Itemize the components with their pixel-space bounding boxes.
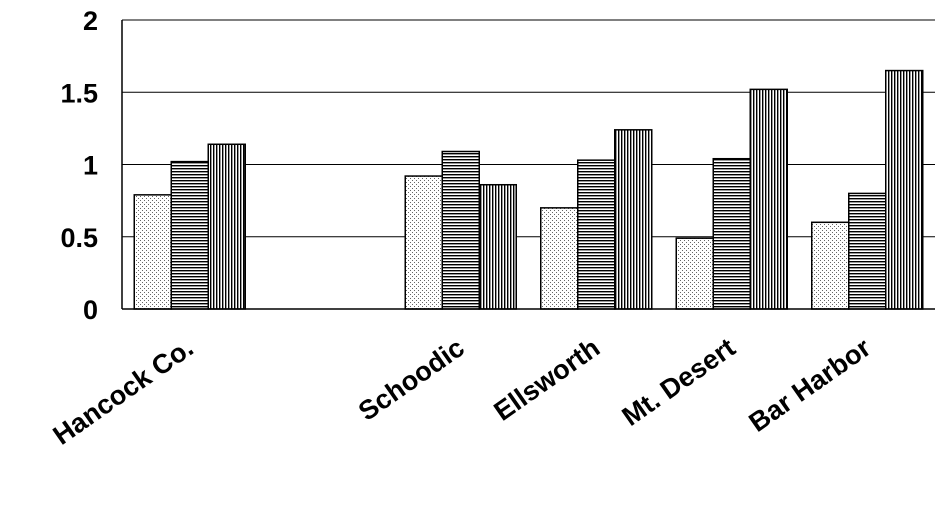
x-category-label: Hancock Co. <box>48 332 199 450</box>
y-tick-label: 0 <box>83 295 98 325</box>
y-tick-label: 0.5 <box>60 223 98 253</box>
x-category-label: Schoodic <box>353 332 470 426</box>
bar <box>577 159 616 310</box>
x-category-label: Ellsworth <box>488 332 605 426</box>
bar <box>404 175 443 310</box>
y-tick-labels: 0 0.5 1 1.5 2 <box>60 6 98 325</box>
y-tick-label: 2 <box>83 6 98 36</box>
x-category-label: Mt. Desert <box>617 332 741 431</box>
bar <box>712 157 751 310</box>
axes <box>121 20 935 310</box>
bar <box>540 207 579 310</box>
y-tick-label: 1.5 <box>60 78 98 108</box>
bars <box>133 69 924 310</box>
bar <box>614 129 653 310</box>
x-category-label: Bar Harbor <box>743 332 876 438</box>
y-tick-label: 1 <box>83 151 98 181</box>
bar <box>170 160 209 310</box>
bar <box>749 88 788 310</box>
bar <box>675 237 714 310</box>
bar <box>207 143 246 310</box>
bar <box>885 69 924 310</box>
bar <box>848 192 887 310</box>
bar <box>811 221 850 310</box>
gridlines <box>122 19 935 238</box>
bar <box>441 150 480 310</box>
bar <box>133 194 172 310</box>
bar <box>478 183 517 310</box>
x-category-labels: Hancock Co. Schoodic Ellsworth Mt. Desert Ba… <box>48 332 877 451</box>
